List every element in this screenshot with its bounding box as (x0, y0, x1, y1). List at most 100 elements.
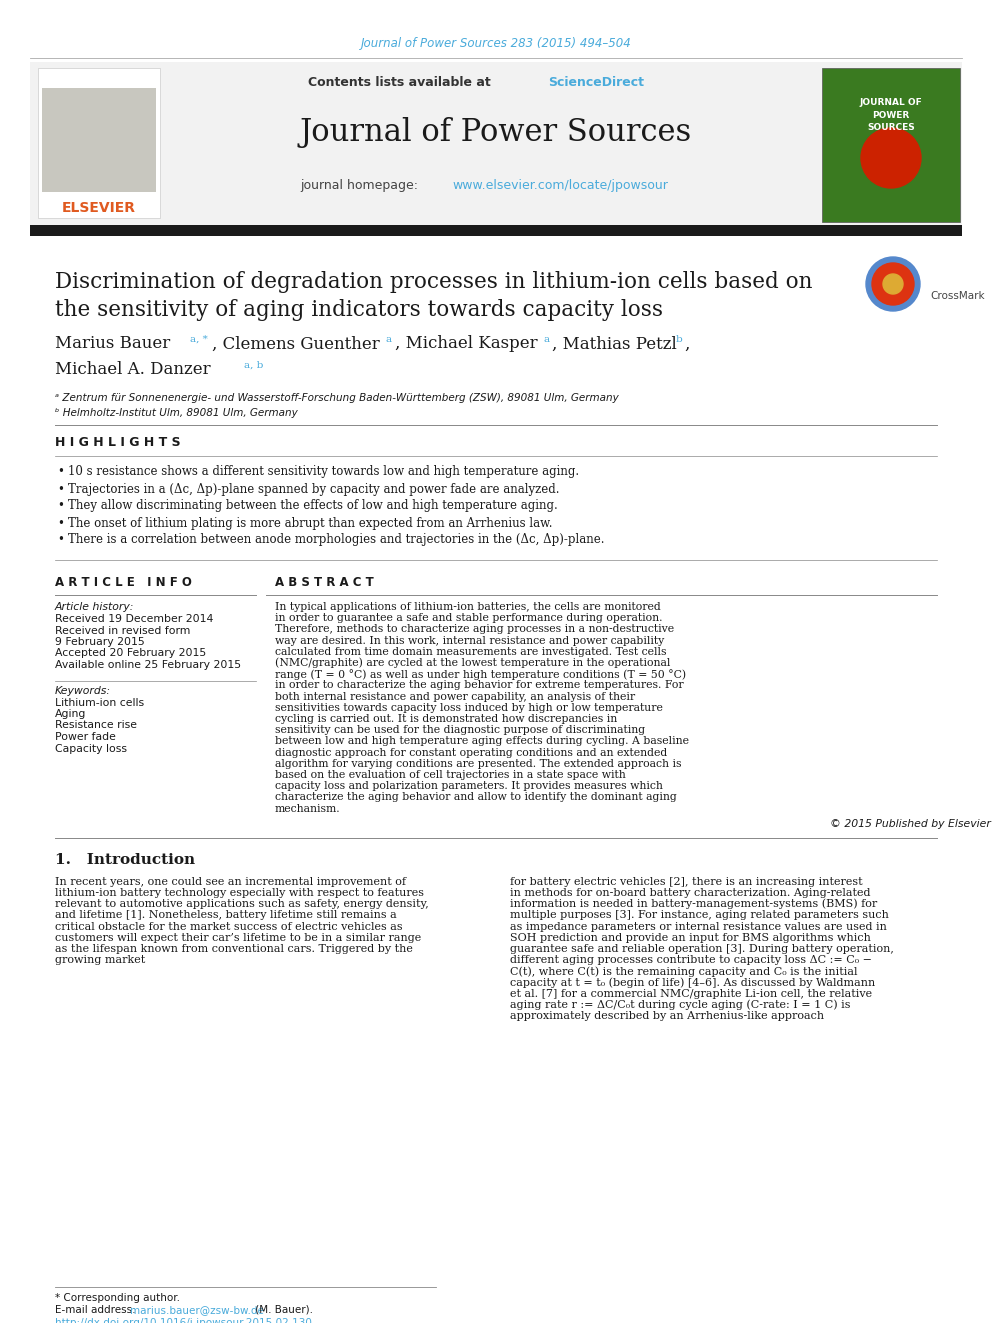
Text: ScienceDirect: ScienceDirect (548, 75, 644, 89)
Text: Received in revised form: Received in revised form (55, 626, 190, 635)
Text: marius.bauer@zsw-bw.de: marius.bauer@zsw-bw.de (130, 1304, 264, 1315)
Circle shape (883, 274, 903, 294)
Text: Michael A. Danzer: Michael A. Danzer (55, 361, 210, 378)
Text: (NMC/graphite) are cycled at the lowest temperature in the operational: (NMC/graphite) are cycled at the lowest … (275, 658, 671, 668)
Text: capacity loss and polarization parameters. It provides measures which: capacity loss and polarization parameter… (275, 781, 663, 791)
Text: Power fade: Power fade (55, 732, 116, 742)
Text: www.elsevier.com/locate/jpowsour: www.elsevier.com/locate/jpowsour (452, 180, 668, 193)
Text: et al. [7] for a commercial NMC/graphite Li-ion cell, the relative: et al. [7] for a commercial NMC/graphite… (510, 988, 872, 999)
Text: •: • (57, 500, 63, 512)
Text: in order to characterize the aging behavior for extreme temperatures. For: in order to characterize the aging behav… (275, 680, 683, 691)
FancyBboxPatch shape (38, 67, 160, 218)
Text: The onset of lithium plating is more abrupt than expected from an Arrhenius law.: The onset of lithium plating is more abr… (68, 516, 553, 529)
Text: sensitivity can be used for the diagnostic purpose of discriminating: sensitivity can be used for the diagnost… (275, 725, 645, 736)
Text: ᵃ Zentrum für Sonnenenergie- und Wasserstoff-Forschung Baden-Württemberg (ZSW), : ᵃ Zentrum für Sonnenenergie- und Wassers… (55, 393, 619, 404)
Text: , Michael Kasper: , Michael Kasper (395, 336, 538, 352)
Text: Discrimination of degradation processes in lithium-ion cells based on: Discrimination of degradation processes … (55, 271, 812, 292)
Text: © 2015 Published by Elsevier B.V.: © 2015 Published by Elsevier B.V. (830, 819, 992, 828)
Text: •: • (57, 466, 63, 479)
Text: journal homepage:: journal homepage: (300, 180, 422, 193)
Text: Keywords:: Keywords: (55, 685, 111, 696)
Text: A R T I C L E   I N F O: A R T I C L E I N F O (55, 576, 191, 589)
FancyBboxPatch shape (822, 67, 960, 222)
Text: •: • (57, 483, 63, 496)
Circle shape (866, 257, 920, 311)
Text: in order to guarantee a safe and stable performance during operation.: in order to guarantee a safe and stable … (275, 613, 663, 623)
Text: Available online 25 February 2015: Available online 25 February 2015 (55, 660, 241, 669)
Text: between low and high temperature aging effects during cycling. A baseline: between low and high temperature aging e… (275, 737, 689, 746)
Text: aging rate r := ΔC/C₀t during cycle aging (C-rate: I = 1 C) is: aging rate r := ΔC/C₀t during cycle agin… (510, 1000, 850, 1011)
Text: , Mathias Petzl: , Mathias Petzl (552, 336, 677, 352)
Text: growing market: growing market (55, 955, 145, 966)
Text: , Clemens Guenther: , Clemens Guenther (212, 336, 380, 352)
Text: based on the evaluation of cell trajectories in a state space with: based on the evaluation of cell trajecto… (275, 770, 626, 781)
Text: Journal of Power Sources: Journal of Power Sources (300, 118, 692, 148)
Text: Capacity loss: Capacity loss (55, 744, 127, 754)
Text: There is a correlation between anode morphologies and trajectories in the (Δc, Δ: There is a correlation between anode mor… (68, 533, 604, 546)
Text: (M. Bauer).: (M. Bauer). (252, 1304, 313, 1315)
Text: mechanism.: mechanism. (275, 803, 340, 814)
Text: Resistance rise: Resistance rise (55, 721, 137, 730)
Text: SOH prediction and provide an input for BMS algorithms which: SOH prediction and provide an input for … (510, 933, 871, 943)
Text: capacity at t = t₀ (begin of life) [4–6]. As discussed by Waldmann: capacity at t = t₀ (begin of life) [4–6]… (510, 978, 875, 988)
Text: algorithm for varying conditions are presented. The extended approach is: algorithm for varying conditions are pre… (275, 759, 682, 769)
Circle shape (861, 128, 921, 188)
Text: calculated from time domain measurements are investigated. Test cells: calculated from time domain measurements… (275, 647, 667, 656)
Text: H I G H L I G H T S: H I G H L I G H T S (55, 437, 181, 450)
Text: range (T = 0 °C) as well as under high temperature conditions (T = 50 °C): range (T = 0 °C) as well as under high t… (275, 668, 686, 680)
Text: cycling is carried out. It is demonstrated how discrepancies in: cycling is carried out. It is demonstrat… (275, 714, 617, 724)
Text: Contents lists available at: Contents lists available at (308, 75, 495, 89)
Text: for battery electric vehicles [2], there is an increasing interest: for battery electric vehicles [2], there… (510, 877, 863, 886)
FancyBboxPatch shape (30, 62, 962, 228)
Text: diagnostic approach for constant operating conditions and an extended: diagnostic approach for constant operati… (275, 747, 668, 758)
Text: different aging processes contribute to capacity loss ΔC := C₀ −: different aging processes contribute to … (510, 955, 872, 966)
Text: A B S T R A C T: A B S T R A C T (275, 576, 374, 589)
Text: * Corresponding author.: * Corresponding author. (55, 1293, 180, 1303)
Text: as the lifespan known from conventional cars. Triggered by the: as the lifespan known from conventional … (55, 945, 413, 954)
Text: a: a (386, 335, 392, 344)
Text: Journal of Power Sources 283 (2015) 494–504: Journal of Power Sources 283 (2015) 494–… (361, 37, 631, 50)
Text: In typical applications of lithium-ion batteries, the cells are monitored: In typical applications of lithium-ion b… (275, 602, 661, 613)
Text: a, *: a, * (190, 335, 207, 344)
Text: http://dx.doi.org/10.1016/j.jpowsour.2015.02.130: http://dx.doi.org/10.1016/j.jpowsour.201… (55, 1318, 311, 1323)
Text: relevant to automotive applications such as safety, energy density,: relevant to automotive applications such… (55, 900, 429, 909)
Text: In recent years, one could see an incremental improvement of: In recent years, one could see an increm… (55, 877, 406, 886)
Text: a, b: a, b (244, 360, 263, 369)
FancyBboxPatch shape (30, 225, 962, 235)
FancyBboxPatch shape (42, 89, 156, 192)
Text: way are desired. In this work, internal resistance and power capability: way are desired. In this work, internal … (275, 635, 665, 646)
Text: 10 s resistance shows a different sensitivity towards low and high temperature a: 10 s resistance shows a different sensit… (68, 466, 579, 479)
Text: Lithium-ion cells: Lithium-ion cells (55, 697, 144, 708)
Text: Marius Bauer: Marius Bauer (55, 336, 171, 352)
Text: approximately described by an Arrhenius-like approach: approximately described by an Arrhenius-… (510, 1011, 824, 1021)
Text: multiple purposes [3]. For instance, aging related parameters such: multiple purposes [3]. For instance, agi… (510, 910, 889, 921)
Text: 1.   Introduction: 1. Introduction (55, 853, 195, 867)
Text: CrossMark: CrossMark (930, 291, 985, 302)
Text: ᵇ Helmholtz-Institut Ulm, 89081 Ulm, Germany: ᵇ Helmholtz-Institut Ulm, 89081 Ulm, Ger… (55, 407, 298, 418)
Text: a: a (543, 335, 550, 344)
Text: C(t), where C(t) is the remaining capacity and C₀ is the initial: C(t), where C(t) is the remaining capaci… (510, 966, 857, 976)
Text: Aging: Aging (55, 709, 86, 718)
Text: in methods for on-board battery characterization. Aging-related: in methods for on-board battery characte… (510, 888, 871, 898)
Text: and lifetime [1]. Nonetheless, battery lifetime still remains a: and lifetime [1]. Nonetheless, battery l… (55, 910, 397, 921)
Text: •: • (57, 516, 63, 529)
Text: ,: , (684, 336, 689, 352)
Text: both internal resistance and power capability, an analysis of their: both internal resistance and power capab… (275, 692, 635, 701)
Text: lithium-ion battery technology especially with respect to features: lithium-ion battery technology especiall… (55, 888, 424, 898)
Text: 9 February 2015: 9 February 2015 (55, 636, 145, 647)
Text: Therefore, methods to characterize aging processes in a non-destructive: Therefore, methods to characterize aging… (275, 624, 675, 635)
Text: customers will expect their car’s lifetime to be in a similar range: customers will expect their car’s lifeti… (55, 933, 422, 943)
Text: Accepted 20 February 2015: Accepted 20 February 2015 (55, 648, 206, 659)
Text: critical obstacle for the market success of electric vehicles as: critical obstacle for the market success… (55, 922, 403, 931)
Text: E-mail address:: E-mail address: (55, 1304, 139, 1315)
Text: ELSEVIER: ELSEVIER (62, 201, 136, 216)
Text: JOURNAL OF
POWER
SOURCES: JOURNAL OF POWER SOURCES (860, 98, 923, 132)
Text: the sensitivity of aging indicators towards capacity loss: the sensitivity of aging indicators towa… (55, 299, 663, 321)
Text: as impedance parameters or internal resistance values are used in: as impedance parameters or internal resi… (510, 922, 887, 931)
Text: •: • (57, 533, 63, 546)
Text: characterize the aging behavior and allow to identify the dominant aging: characterize the aging behavior and allo… (275, 792, 677, 803)
Circle shape (872, 263, 914, 306)
Text: guarantee safe and reliable operation [3]. During battery operation,: guarantee safe and reliable operation [3… (510, 945, 894, 954)
Text: information is needed in battery-management-systems (BMS) for: information is needed in battery-managem… (510, 898, 877, 909)
Text: sensitivities towards capacity loss induced by high or low temperature: sensitivities towards capacity loss indu… (275, 703, 663, 713)
